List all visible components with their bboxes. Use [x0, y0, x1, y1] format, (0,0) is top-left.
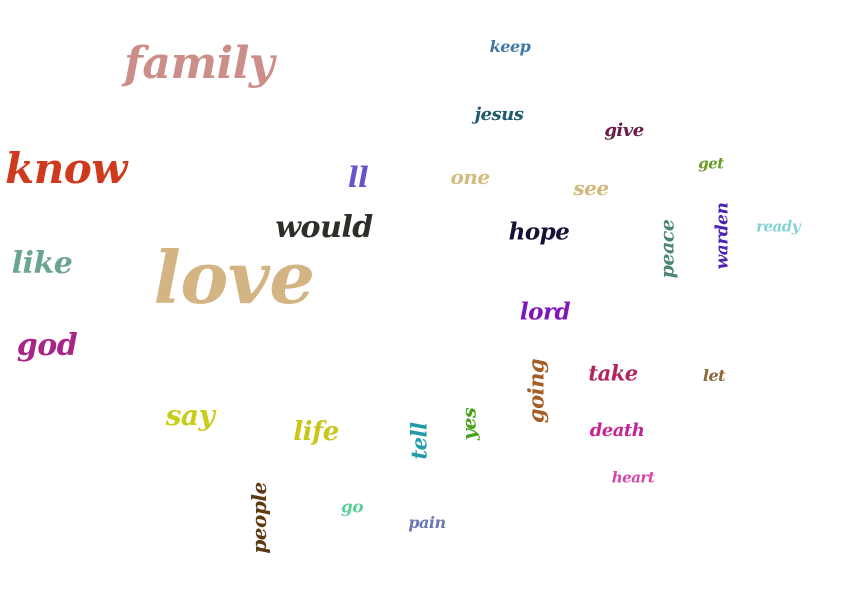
word-god: god: [16, 328, 78, 363]
word-people: people: [247, 482, 271, 554]
word-death: death: [589, 420, 645, 441]
word-warden: warden: [712, 202, 733, 270]
word-lord: lord: [519, 298, 571, 326]
word-let: let: [702, 366, 726, 385]
word-going: going: [523, 358, 549, 424]
word-hope: hope: [508, 218, 570, 246]
word-ll: ll: [347, 161, 369, 194]
word-go: go: [340, 497, 364, 518]
word-pain: pain: [408, 513, 446, 532]
word-life: life: [293, 417, 339, 447]
word-say: say: [165, 399, 215, 432]
word-get: get: [698, 154, 724, 173]
word-tell: tell: [406, 422, 432, 460]
word-give: give: [604, 120, 644, 141]
word-take: take: [588, 360, 638, 386]
word-family: family: [124, 38, 275, 89]
word-keep: keep: [489, 37, 531, 56]
word-ready: ready: [756, 217, 800, 236]
word-peace: peace: [656, 219, 679, 279]
word-see: see: [573, 176, 609, 200]
word-like: like: [11, 246, 73, 281]
word-would: would: [275, 210, 373, 245]
word-one: one: [450, 165, 490, 189]
word-jesus: jesus: [474, 104, 524, 125]
word-yes: yes: [458, 407, 481, 441]
word-love: love: [153, 235, 315, 320]
word-know: know: [5, 144, 127, 193]
word-heart: heart: [611, 468, 655, 487]
